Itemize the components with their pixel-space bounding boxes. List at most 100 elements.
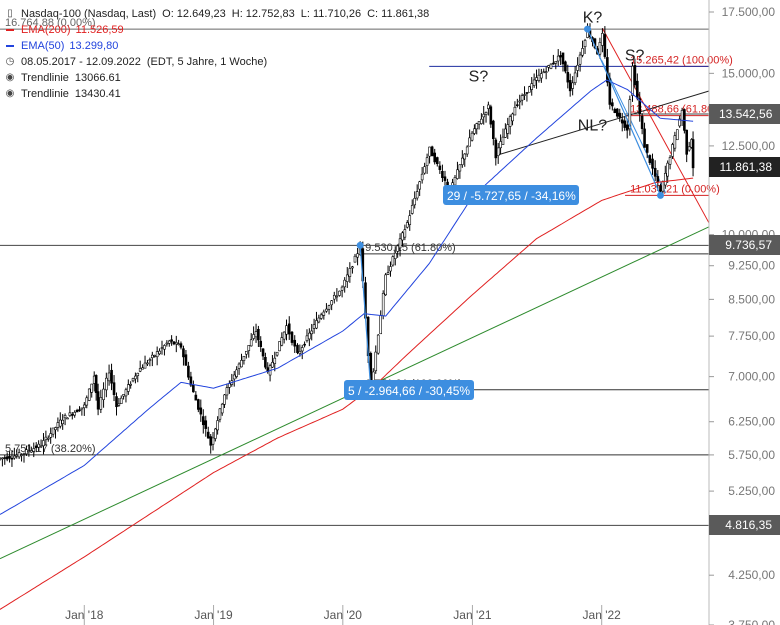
legend-ema200-row[interactable]: EMA(200) 11.526,59 xyxy=(4,22,435,38)
price-candle-body xyxy=(631,65,634,96)
legend-trendline1-row[interactable]: ◉ Trendlinie 13066.61 xyxy=(4,70,435,86)
price-candle-body xyxy=(58,419,62,427)
price-candle-body xyxy=(413,197,417,206)
price-tag: 4.816,35 xyxy=(709,515,780,536)
measurement-handle xyxy=(584,25,592,33)
price-candle-body xyxy=(487,104,490,109)
ema50-swatch-icon xyxy=(6,45,14,47)
price-candle-body xyxy=(520,95,524,101)
price-candle-body xyxy=(615,108,619,117)
price-candle-body xyxy=(496,147,500,156)
price-candle-body xyxy=(463,153,467,160)
price-candle-body xyxy=(160,347,164,349)
price-candle-body xyxy=(165,342,169,345)
pattern-annotation: K? xyxy=(583,9,603,26)
price-candle-body xyxy=(398,238,402,249)
price-candle-body xyxy=(675,129,679,141)
price-candle-body xyxy=(468,137,471,147)
price-candle-body xyxy=(20,454,23,456)
price-candle-body xyxy=(271,362,274,368)
measurement-handle xyxy=(656,191,664,199)
legend-ema50-row[interactable]: EMA(50) 13.299,80 xyxy=(4,38,435,54)
price-candle-body xyxy=(613,108,617,113)
price-candle-body xyxy=(39,445,43,448)
price-candle-body xyxy=(499,141,502,149)
price-candle-body xyxy=(37,443,40,448)
price-candle-body xyxy=(516,104,519,106)
x-tick-label: Jan '19 xyxy=(194,608,233,622)
price-candle-body xyxy=(189,376,193,386)
low-value: L: 11.710,26 xyxy=(300,8,362,20)
price-candle-body xyxy=(325,308,328,312)
price-candle-body xyxy=(1,457,4,460)
price-candle-body xyxy=(220,403,224,414)
price-candle-body xyxy=(153,355,157,357)
price-candle-body xyxy=(420,173,424,181)
price-candle-body xyxy=(549,63,553,69)
price-candle-body xyxy=(264,356,267,368)
price-candle-body xyxy=(261,348,265,357)
price-candle-body xyxy=(430,146,434,157)
price-candle-body xyxy=(351,266,354,269)
price-candle-body xyxy=(561,52,565,65)
price-candle-body xyxy=(257,328,260,341)
price-candle-body xyxy=(330,300,333,306)
price-candle-body xyxy=(389,266,392,272)
measurement-label: 5 / -2.964,66 / -30,45% xyxy=(348,384,470,398)
price-candle-body xyxy=(87,388,91,401)
price-candle-body xyxy=(34,445,38,449)
price-candle-body xyxy=(518,100,522,103)
x-tick-label: Jan '18 xyxy=(65,608,104,622)
legend-daterange-row[interactable]: ◷ 08.05.2017 - 12.09.2022 (EDT, 5 Jahre,… xyxy=(4,54,435,70)
price-candle-body xyxy=(573,72,577,84)
price-candle-body xyxy=(571,82,574,89)
trendline1-value: 13066.61 xyxy=(74,72,121,84)
price-candle-body xyxy=(473,128,476,134)
price-candle-body xyxy=(63,415,67,419)
price-candle-body xyxy=(27,450,31,453)
price-candle-body xyxy=(252,334,255,339)
chart-legend: ▯ Nasdaq-100 (Nasdaq, Last) O: 12.649,23… xyxy=(4,6,435,102)
level-label: 16.764,88 (0.00%) xyxy=(5,17,96,29)
price-candle-body xyxy=(206,431,210,439)
price-candle-body xyxy=(470,132,474,141)
price-candle-body xyxy=(85,397,89,406)
price-candle-body xyxy=(528,86,531,93)
pattern-annotation: NL? xyxy=(578,117,607,134)
price-candle-body xyxy=(659,185,662,192)
measurement-label: 29 / -5.727,65 / -34,16% xyxy=(447,189,576,203)
price-candle-body xyxy=(494,139,498,159)
price-candle-body xyxy=(327,305,331,310)
price-candle-body xyxy=(259,340,263,348)
price-candle-body xyxy=(628,99,632,130)
price-candle-body xyxy=(182,348,185,358)
price-candle-body xyxy=(680,110,684,121)
price-candle-body xyxy=(601,33,604,46)
price-candle-body xyxy=(110,369,113,384)
price-candle-body xyxy=(214,428,217,439)
price-candle-body xyxy=(348,268,352,277)
y-tick-label: 7.000,00 xyxy=(728,370,775,384)
price-candle-body xyxy=(151,354,154,359)
pattern-annotations: K? S? S? NL? xyxy=(469,9,645,134)
price-candle-body xyxy=(482,113,486,118)
legend-trendline2-row[interactable]: ◉ Trendlinie 13430.41 xyxy=(4,86,435,102)
price-candle-body xyxy=(138,368,142,372)
ema200-label: EMA(200) xyxy=(21,24,71,36)
price-candle-body xyxy=(401,232,404,241)
price-candle-body xyxy=(115,396,118,408)
price-candle-body xyxy=(379,315,383,335)
price-candle-body xyxy=(124,389,128,397)
x-tick-label: Jan '22 xyxy=(583,608,622,622)
price-candle-body xyxy=(17,452,21,458)
price-candle-body xyxy=(90,383,94,393)
price-candle-body xyxy=(415,191,419,199)
price-candle-body xyxy=(235,369,238,377)
price-candle-body xyxy=(345,274,349,282)
price-candle-body xyxy=(197,399,200,410)
price-candle-body xyxy=(187,365,190,378)
price-candle-body xyxy=(158,350,161,355)
measurement-tools: 29 / -5.727,65 / -34,16% 5 / -2.964,66 / … xyxy=(344,25,664,400)
price-candle-body xyxy=(640,115,644,129)
